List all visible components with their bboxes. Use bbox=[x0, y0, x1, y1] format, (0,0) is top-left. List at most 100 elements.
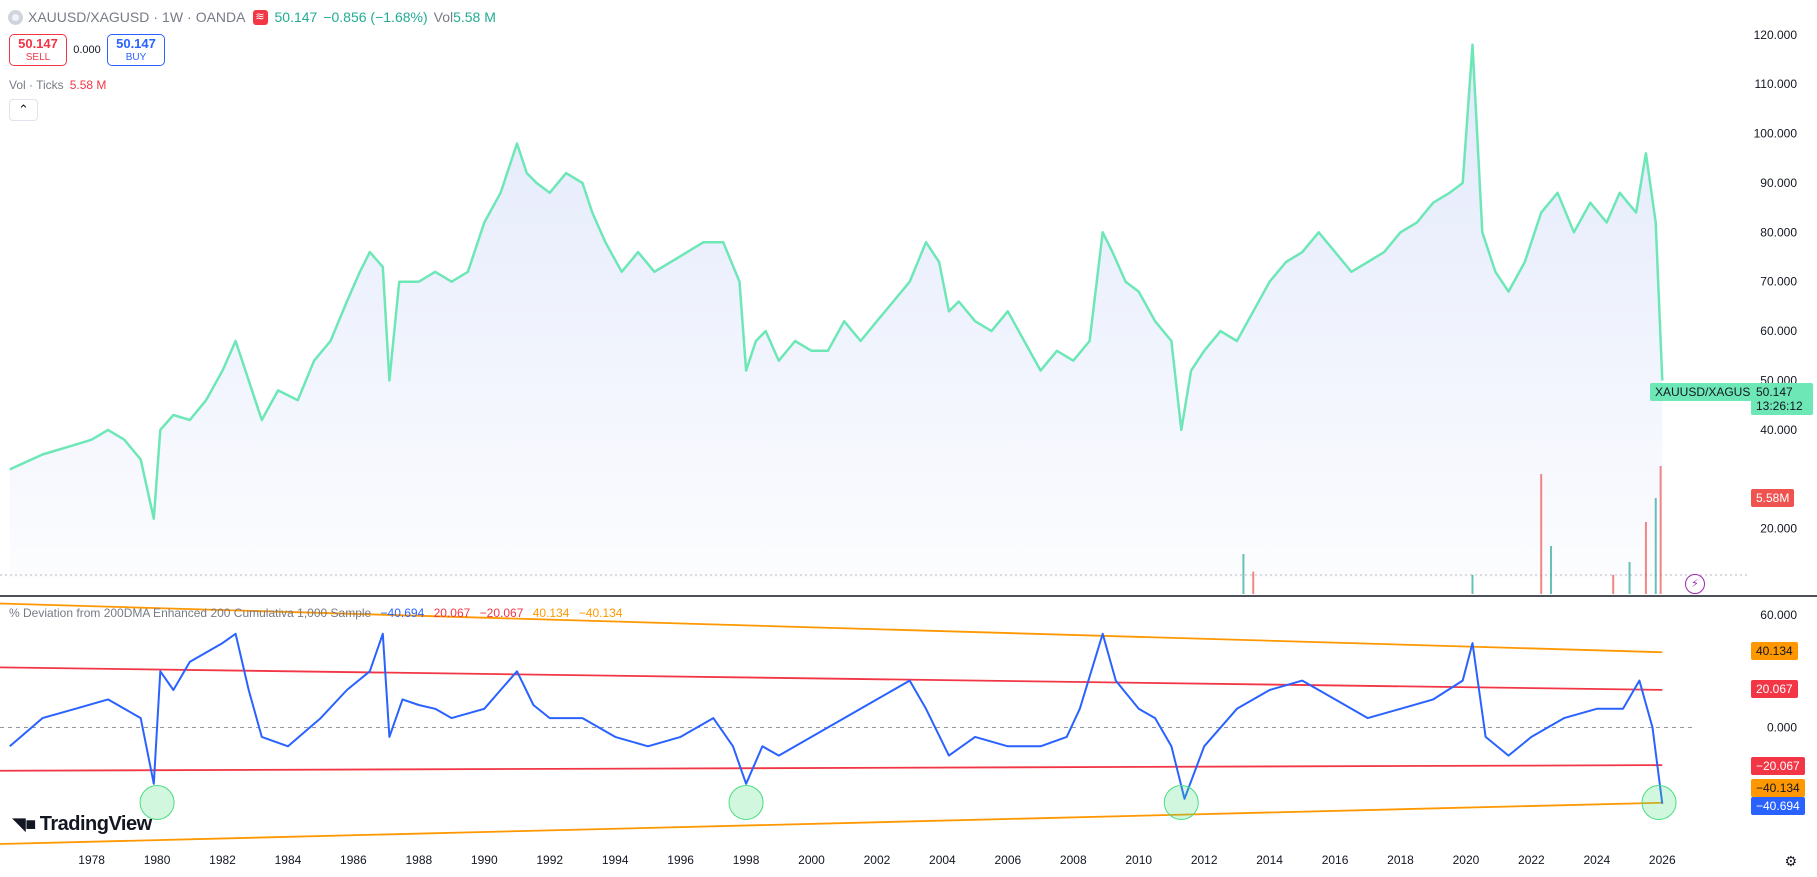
outer-lower-value: −40.134 bbox=[578, 606, 623, 620]
volume-tag: 5.58M bbox=[1751, 489, 1795, 507]
trade-buttons: 50.147 SELL 0.000 50.147 BUY bbox=[9, 34, 165, 66]
last-price: 50.147 bbox=[274, 9, 318, 25]
deviation-line bbox=[9, 632, 1664, 804]
tradingview-mark-icon: ◥■ bbox=[12, 814, 36, 834]
buy-price: 50.147 bbox=[116, 36, 156, 51]
inner-lower-tag: −20.067 bbox=[1751, 757, 1805, 775]
sell-button[interactable]: 50.147 SELL bbox=[9, 34, 67, 66]
time-axis-tick: 1988 bbox=[405, 853, 432, 867]
low-highlight-circle bbox=[728, 785, 764, 820]
price-axis-tick: 100.000 bbox=[1754, 127, 1798, 141]
time-axis-tick: 2010 bbox=[1125, 853, 1152, 867]
time-axis-tick: 2008 bbox=[1060, 853, 1087, 867]
header-separator: · bbox=[187, 9, 192, 25]
volume-bar bbox=[1612, 574, 1615, 594]
price-area-fill bbox=[9, 44, 1663, 578]
price-axis-tick: 120.000 bbox=[1754, 28, 1798, 42]
spread-value: 0.000 bbox=[73, 44, 101, 56]
time-axis-tick: 1998 bbox=[733, 853, 760, 867]
volume-bar bbox=[1540, 474, 1543, 594]
symbol-price-tag: XAUUSD/XAGUSD bbox=[1650, 383, 1765, 401]
time-axis-tick: 1994 bbox=[602, 853, 629, 867]
price-axis-tick: 60.000 bbox=[1760, 324, 1797, 338]
sell-price: 50.147 bbox=[18, 36, 58, 51]
market-closed-flag-icon[interactable]: ≋ bbox=[252, 9, 268, 25]
header-separator: · bbox=[153, 9, 159, 25]
vol-label: Vol bbox=[433, 9, 454, 25]
price-axis-tick: 70.000 bbox=[1760, 275, 1797, 289]
low-highlight-circle bbox=[139, 785, 175, 820]
time-axis-tick: 2000 bbox=[798, 853, 825, 867]
time-axis-tick: 2006 bbox=[994, 853, 1021, 867]
time-axis-tick: 1978 bbox=[78, 853, 105, 867]
price-change: −0.856 (−1.68%) bbox=[323, 9, 428, 25]
time-axis-tick: 2004 bbox=[929, 853, 956, 867]
exchange: OANDA bbox=[195, 9, 246, 25]
indicator-value: −40.694 bbox=[380, 606, 425, 620]
time-axis-tick: 2020 bbox=[1453, 853, 1480, 867]
volume-bar bbox=[1659, 466, 1662, 594]
indicator-value-tag: −40.694 bbox=[1751, 797, 1805, 815]
time-axis-tick: 1990 bbox=[471, 853, 498, 867]
interval[interactable]: 1W bbox=[162, 9, 184, 25]
time-axis-tick: 2022 bbox=[1518, 853, 1545, 867]
price-axis-tick: 20.000 bbox=[1760, 522, 1797, 536]
volume-bar bbox=[1252, 571, 1255, 594]
countdown-value: 13:26:12 bbox=[1756, 399, 1803, 413]
inner-upper-value: 20.067 bbox=[433, 606, 471, 620]
tradingview-logo-text: TradingView bbox=[39, 813, 152, 835]
outer-lower-band bbox=[0, 801, 1663, 845]
volume-bar bbox=[1242, 554, 1245, 594]
price-axis-tick: 90.000 bbox=[1760, 176, 1797, 190]
price-line bbox=[9, 43, 1664, 520]
last-price-tag: 50.147 13:26:12 bbox=[1751, 383, 1813, 415]
price-axis-tick: 80.000 bbox=[1760, 225, 1797, 239]
price-axis-tick: 110.000 bbox=[1755, 77, 1798, 91]
volume-legend-label: Vol · Ticks bbox=[9, 78, 64, 92]
inner-lower-value: −20.067 bbox=[479, 606, 524, 620]
volume-bar bbox=[1628, 562, 1631, 594]
collapse-legend-button[interactable]: ⌃ bbox=[9, 99, 38, 121]
vol-value: 5.58 M bbox=[453, 9, 496, 25]
outer-upper-tag: 40.134 bbox=[1751, 642, 1798, 660]
time-axis-tick: 1986 bbox=[340, 853, 367, 867]
inner-upper-band bbox=[0, 666, 1663, 691]
low-highlight-circle bbox=[1163, 785, 1199, 820]
sell-label: SELL bbox=[25, 52, 51, 63]
tradingview-logo[interactable]: ◥■ TradingView bbox=[12, 813, 152, 836]
time-axis-tick: 1980 bbox=[144, 853, 171, 867]
volume-legend: Vol · Ticks 5.58 M bbox=[9, 78, 106, 92]
time-axis-tick: 2012 bbox=[1191, 853, 1218, 867]
lightning-icon[interactable]: ⚡ bbox=[1685, 574, 1705, 594]
time-axis-tick: 1982 bbox=[209, 853, 236, 867]
volume-bar bbox=[1471, 574, 1474, 594]
time-axis-tick: 2016 bbox=[1322, 853, 1349, 867]
time-axis-tick: 2026 bbox=[1649, 853, 1676, 867]
settings-gear-icon[interactable]: ⚙ bbox=[1784, 853, 1797, 869]
indicator-axis-tick: 0.000 bbox=[1767, 721, 1797, 735]
time-axis-tick: 2002 bbox=[864, 853, 891, 867]
time-axis-tick: 2014 bbox=[1256, 853, 1283, 867]
volume-legend-value: 5.58 M bbox=[69, 78, 107, 92]
chevron-up-icon: ⌃ bbox=[18, 102, 29, 117]
outer-lower-tag: −40.134 bbox=[1751, 779, 1805, 797]
outer-upper-band bbox=[0, 602, 1663, 654]
indicator-name[interactable]: % Deviation from 200DMA Enhanced 200 Cum… bbox=[9, 606, 372, 620]
chart-header: XAUUSD/XAGUSD · 1W · OANDA ≋ 50.147 −0.8… bbox=[8, 9, 502, 25]
inner-lower-band bbox=[0, 764, 1663, 772]
time-axis-tick: 1984 bbox=[275, 853, 302, 867]
outer-upper-value: 40.134 bbox=[532, 606, 570, 620]
symbol-logo-icon bbox=[8, 9, 23, 25]
indicator-axis-tick: 60.000 bbox=[1760, 608, 1797, 622]
volume-bar bbox=[1654, 498, 1657, 594]
time-axis-tick: 2024 bbox=[1583, 853, 1610, 867]
indicator-legend: % Deviation from 200DMA Enhanced 200 Cum… bbox=[9, 606, 622, 620]
price-axis-tick: 40.000 bbox=[1760, 423, 1797, 437]
time-axis-tick: 1996 bbox=[667, 853, 694, 867]
buy-button[interactable]: 50.147 BUY bbox=[107, 34, 165, 66]
volume-bar bbox=[1644, 522, 1647, 594]
time-axis-tick: 2018 bbox=[1387, 853, 1414, 867]
inner-upper-tag: 20.067 bbox=[1751, 680, 1798, 698]
symbol-name[interactable]: XAUUSD/XAGUSD bbox=[28, 9, 150, 25]
